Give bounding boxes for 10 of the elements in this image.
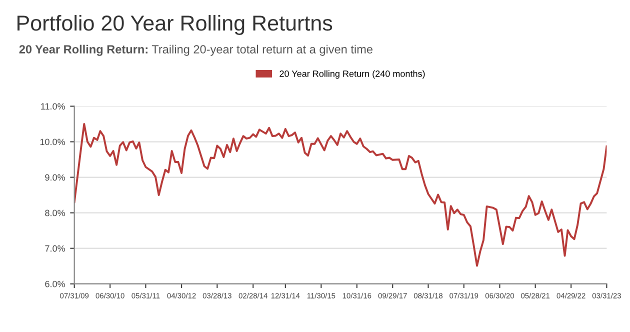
y-tick-label: 6.0% [45, 280, 65, 288]
legend-label: 20 Year Rolling Return (240 months) [280, 70, 425, 79]
line-series [74, 123, 607, 267]
y-tick-label: 9.0% [45, 174, 65, 181]
y-tick-label: 10.0% [40, 138, 65, 146]
y-tick-label: 8.0% [45, 210, 65, 216]
y-tick-label: 7.0% [45, 245, 65, 252]
chart-title: Portfolio 20 Year Rolling Returtns [18, 14, 332, 36]
chart-subtitle: 20 Year Rolling Return: Trailing 20-year total return at a given time [19, 44, 372, 56]
y-tick-label: 11.0% [41, 103, 65, 110]
